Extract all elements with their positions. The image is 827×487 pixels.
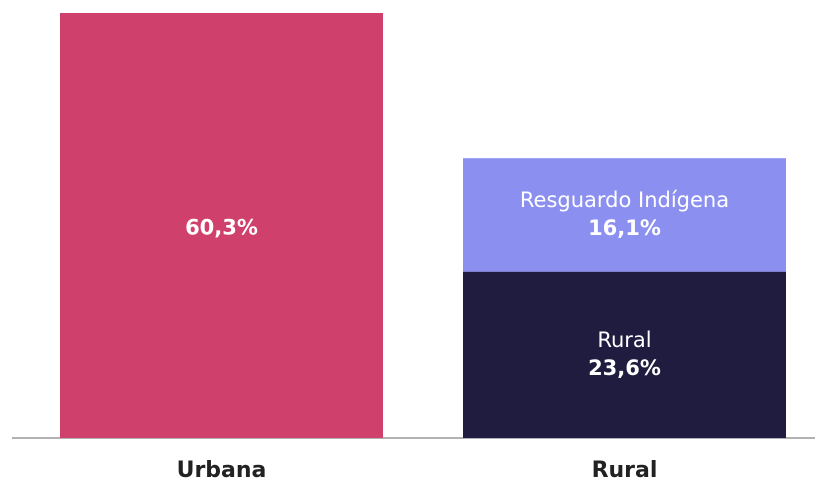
bar-segment — [463, 158, 786, 272]
value-label: 23,6% — [588, 356, 661, 380]
segment-name: Resguardo Indígena — [520, 188, 729, 212]
x-tick-label: Urbana — [177, 458, 267, 483]
value-label: 60,3% — [185, 216, 258, 240]
segment-name: Rural — [597, 328, 651, 352]
bar-segment — [463, 271, 786, 438]
bar-segment — [60, 13, 383, 438]
value-label: 16,1% — [588, 216, 661, 240]
x-tick-label: Rural — [592, 458, 658, 483]
